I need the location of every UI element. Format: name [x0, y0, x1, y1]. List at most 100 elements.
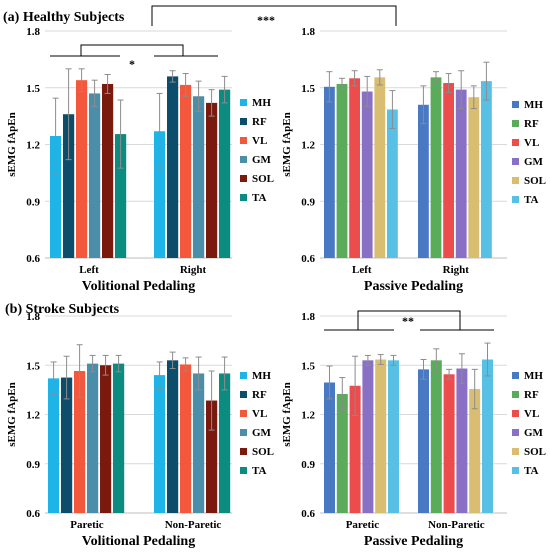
legend-label: TA	[252, 465, 267, 477]
x-tick-label: Right	[443, 264, 470, 276]
bar-ta-right	[219, 89, 231, 259]
legend-label: SOL	[524, 175, 546, 187]
bar-sol-non-paretic	[469, 389, 481, 513]
bar-vl-left	[349, 78, 360, 259]
bar-rf-non-paretic	[430, 360, 442, 513]
bar-sol-left	[102, 83, 114, 258]
legend-swatch	[512, 410, 519, 417]
legend-swatch	[240, 448, 247, 455]
legend-swatch	[512, 467, 519, 474]
significance-label: *	[129, 57, 135, 71]
bar-rf-left	[336, 83, 348, 258]
legend-label: VL	[252, 135, 267, 147]
y-tick-label: 0.6	[301, 253, 315, 265]
x-tick-label: Paretic	[70, 519, 104, 531]
legend-label: VL	[524, 408, 539, 420]
legend-label: GM	[524, 156, 544, 168]
legend-label: MH	[524, 99, 543, 111]
y-axis-label: sEMG fApEn	[6, 112, 18, 177]
legend-swatch	[512, 177, 519, 184]
y-tick-label: 1.5	[26, 360, 40, 372]
y-tick-label: 1.8	[301, 311, 315, 323]
legend-label: VL	[252, 408, 267, 420]
y-tick-label: 1.2	[26, 140, 40, 152]
x-tick-label: Non-Paretic	[165, 519, 222, 531]
legend-swatch	[512, 101, 519, 108]
bar-gm-left	[361, 91, 373, 259]
x-axis-title: Passive Pedaling	[364, 534, 463, 549]
legend-label: RF	[524, 389, 539, 401]
bar-gm-right	[193, 96, 205, 258]
x-tick-label: Non-Paretic	[428, 519, 485, 531]
legend-swatch	[240, 194, 247, 201]
bar-gm-non-paretic	[193, 373, 205, 513]
y-tick-label: 1.5	[301, 360, 315, 372]
y-tick-label: 1.2	[301, 140, 315, 152]
bar-mh-non-paretic	[154, 375, 166, 513]
bar-sol-left	[374, 77, 386, 259]
bar-mh-right	[154, 131, 166, 258]
bar-gm-right	[455, 89, 467, 259]
legend-label: GM	[252, 427, 272, 439]
legend-swatch	[512, 372, 519, 379]
y-tick-label: 1.5	[301, 83, 315, 95]
bar-mh-left	[324, 86, 335, 258]
chart-healthy-volitional: 0.6 0.9 1.2 1.5 1.8 sEMG fApEn Left Right Voliti…	[6, 26, 274, 294]
bar-ta-right	[481, 81, 492, 258]
bar-gm-paretic	[362, 360, 374, 513]
y-tick-label: 0.6	[26, 508, 40, 520]
legend-label: RF	[524, 118, 539, 130]
bar-mh-paretic	[48, 378, 60, 513]
y-axis-label: sEMG fApEn	[6, 382, 18, 447]
bar-rf-right	[167, 76, 179, 259]
bar-sol-paretic	[100, 365, 112, 513]
legend-swatch	[240, 118, 247, 125]
legend-label: TA	[524, 194, 539, 206]
bar-vl-right	[180, 84, 192, 258]
legend-swatch	[512, 391, 519, 398]
bar-vl-right	[443, 83, 454, 258]
legend-swatch	[240, 372, 247, 379]
bar-gm-left	[89, 93, 101, 258]
bar-gm-non-paretic	[456, 368, 468, 513]
bar-ta-non-paretic	[482, 359, 493, 513]
bar-sol-right	[206, 102, 218, 258]
bar-rf-right	[430, 77, 442, 259]
legend-swatch	[240, 175, 247, 182]
bar-rf-paretic	[61, 377, 73, 513]
legend-swatch	[512, 158, 519, 165]
legend-swatch	[240, 99, 247, 106]
y-tick-label: 1.8	[301, 26, 315, 38]
y-tick-label: 1.2	[301, 410, 315, 422]
legend-label: MH	[252, 97, 271, 109]
x-tick-label: Paretic	[346, 519, 380, 531]
section-a-title: (a) Healthy Subjects	[3, 10, 125, 25]
significance-bracket	[151, 5, 397, 26]
y-tick-label: 0.6	[26, 253, 40, 265]
legend-label: SOL	[252, 446, 274, 458]
legend-swatch	[512, 429, 519, 436]
significance-bracket	[80, 44, 184, 56]
x-axis-title: Passive Pedaling	[364, 279, 463, 294]
legend-swatch	[512, 139, 519, 146]
chart-stroke-passive: 0.6 0.9 1.2 1.5 1.8 sEMG fApEn Paretic Non-Pare…	[281, 311, 546, 549]
bar-ta-left	[115, 134, 127, 258]
legend-label: MH	[252, 370, 271, 382]
y-tick-label: 1.2	[26, 410, 40, 422]
bar-sol-non-paretic	[206, 400, 218, 513]
bar-vl-left	[76, 80, 88, 258]
legend-label: MH	[524, 370, 543, 382]
legend-swatch	[512, 196, 519, 203]
bar-vl-paretic	[74, 370, 86, 513]
legend-swatch	[240, 156, 247, 163]
bar-ta-non-paretic	[219, 373, 231, 513]
bar-ta-paretic	[113, 363, 125, 513]
legend-swatch	[240, 410, 247, 417]
legend-swatch	[240, 391, 247, 398]
legend-label: VL	[524, 137, 539, 149]
legend-label: RF	[252, 389, 267, 401]
y-tick-label: 0.9	[301, 459, 315, 471]
y-tick-label: 1.8	[26, 26, 40, 38]
